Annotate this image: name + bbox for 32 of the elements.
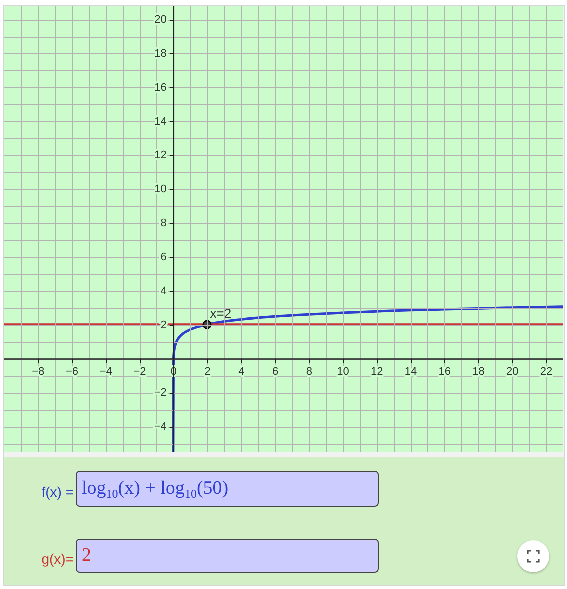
y-tick-label: 18 (154, 48, 167, 60)
input-field: log$_{10}$(x) + log$_{10}$(50) (76, 471, 379, 507)
x-tick-label: −8 (32, 366, 45, 378)
x-tick-label: 10 (337, 366, 350, 378)
y-tick-label: 10 (154, 184, 167, 196)
annotation: x=2 (210, 306, 232, 321)
y-tick-label: −2 (154, 387, 167, 400)
x-tick-label: 8 (306, 366, 312, 378)
text: g(x)= (40, 550, 74, 569)
text: f(x) = (40, 483, 74, 502)
x-tick-label: 12 (371, 366, 384, 378)
x-tick-label: 14 (404, 366, 418, 378)
x-tick-label: 2 (204, 366, 211, 378)
x-tick-label: −6 (66, 366, 79, 378)
x-tick-label: 22 (540, 366, 553, 378)
y-tick-label: 16 (154, 82, 167, 94)
x-tick-label: −4 (100, 366, 112, 378)
x-tick-label: 6 (272, 366, 279, 378)
x-tick-label: 16 (438, 366, 452, 378)
x-tick-label: 20 (506, 366, 519, 378)
y-tick-label: 12 (154, 150, 167, 162)
x-tick-label: 4 (238, 366, 245, 378)
y-tick-label: −4 (154, 421, 167, 434)
x-tick-label: 18 (472, 366, 485, 378)
y-tick-label: 20 (154, 14, 167, 26)
input-field: 2 (76, 539, 379, 573)
line-series (172, 306, 563, 452)
y-tick-label: 4 (160, 285, 167, 298)
y-tick-label: 8 (160, 218, 167, 230)
y-tick-label: 14 (154, 116, 167, 128)
y-tick-label: 6 (160, 251, 167, 264)
x-tick-label: −2 (134, 366, 146, 378)
